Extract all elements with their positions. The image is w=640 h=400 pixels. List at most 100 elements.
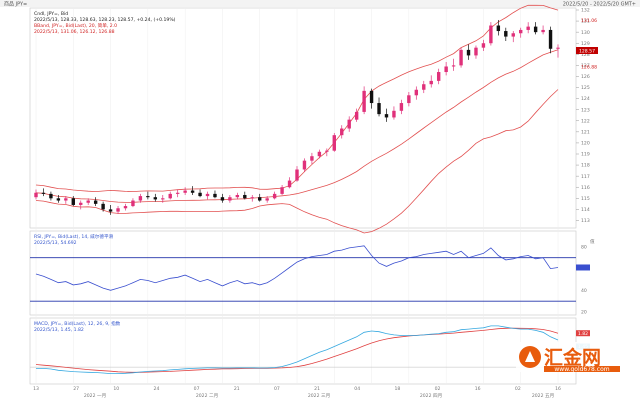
macd-panel <box>29 317 577 385</box>
x-axis-day-label: 16 <box>475 386 481 392</box>
info-line: 2022/5/13, 1.45, 1.82 <box>34 327 84 333</box>
candle-body <box>250 197 254 199</box>
candle-body <box>153 197 158 200</box>
price-axis-tick-label: 117 <box>581 174 590 180</box>
candle-body <box>436 72 441 81</box>
x-axis-month-label: 2022 二月 <box>196 393 218 399</box>
price-axis-tick-label: 127 <box>581 63 590 69</box>
price-axis-tick-label: 123 <box>581 107 590 113</box>
candle-body <box>377 103 381 115</box>
rsi-info: RSI, JPY=, Bid(Last), 14, 威尔德平滑2022/5/13… <box>34 233 114 246</box>
x-axis-month-label: 2022 三月 <box>308 393 330 399</box>
header-strip <box>0 0 640 7</box>
rsi-value-tag <box>576 264 590 271</box>
candle-body <box>228 197 232 201</box>
rsi-series <box>30 245 576 302</box>
rsi-axis-tick-label: 20 <box>581 310 587 316</box>
price-axis-tick-label: 119 <box>581 152 590 158</box>
x-axis-month-label: 2022 一月 <box>84 393 106 399</box>
candle-body <box>86 200 90 203</box>
candle-body <box>429 80 433 85</box>
candle-body <box>146 196 150 198</box>
macd-signal-line <box>35 327 559 373</box>
price-axis-tick-label: 126 <box>581 74 590 80</box>
x-axis-day-label: 02 <box>515 386 521 392</box>
macd-line <box>36 325 559 374</box>
bb-middle-line <box>35 49 559 203</box>
candle-body <box>340 128 344 136</box>
x-axis-month-label: 2022 四月 <box>420 393 442 399</box>
candle-body <box>325 150 329 152</box>
candle-body <box>49 193 53 199</box>
info-line: 2022/5/13, 54.692 <box>34 240 77 246</box>
candle-body <box>526 26 530 30</box>
candle-body <box>123 206 128 209</box>
macd-signal-value: 1.82 <box>578 331 588 337</box>
candle-body <box>108 209 113 212</box>
candle-body <box>541 29 545 33</box>
price-axis-tick-label: 118 <box>581 163 590 169</box>
x-axis-day-label: 21 <box>314 386 320 392</box>
x-axis-day-label: 04 <box>354 386 360 392</box>
candle-body <box>548 29 553 49</box>
candle-body <box>280 187 284 194</box>
candle-body <box>161 198 165 200</box>
candle-body <box>332 135 336 151</box>
x-axis-day-label: 18 <box>394 386 400 392</box>
candle-body <box>347 119 351 129</box>
candle-body <box>295 169 299 181</box>
candle-body <box>175 192 180 194</box>
candle-body <box>220 197 225 201</box>
candle-body <box>533 26 538 33</box>
rsi-axis-unit: 值 <box>590 238 595 245</box>
candle-body <box>265 198 269 201</box>
rsi-line <box>35 245 559 291</box>
candle-body <box>272 193 277 199</box>
grid <box>35 8 559 384</box>
candle-body <box>519 29 523 34</box>
price-axis-tick-label: 115 <box>581 196 590 202</box>
last-price-tag <box>576 47 598 54</box>
candle-body <box>56 198 61 201</box>
candle-body <box>407 95 411 104</box>
price-axis-tick-label: 132 <box>581 8 590 14</box>
x-axis-day-label: 10 <box>113 386 119 392</box>
x-axis-day-label: 13 <box>33 386 39 392</box>
candle-body <box>101 203 105 210</box>
price-axis-tick-label: 121 <box>581 129 590 135</box>
candle-body <box>183 190 187 193</box>
watermark-url: www.gold678.com <box>554 366 609 373</box>
candle-body <box>354 111 359 120</box>
x-axis-day-label: 16 <box>555 386 561 392</box>
price-axis-tick-label: 122 <box>581 118 590 124</box>
info-line: Cndl, JPY=, Bid <box>34 11 68 17</box>
watermark-url-bg <box>544 366 620 372</box>
candle-body <box>317 151 322 157</box>
candle-body <box>369 90 374 104</box>
price-axis-tick-label: 113 <box>581 218 590 224</box>
macd-signal-tag <box>576 330 590 337</box>
watermark-brand: 汇金网 <box>544 346 601 369</box>
candle-body <box>451 65 456 67</box>
header-left: 商品 JPY= <box>4 1 27 8</box>
candle-body <box>414 89 419 96</box>
last-price-label: 128.57 <box>579 49 595 55</box>
info-line: 2022/5/13, 131.06, 126.12, 126.88 <box>34 29 115 35</box>
candle-body <box>71 198 75 205</box>
candlesticks <box>34 19 560 215</box>
candle-body <box>556 47 560 49</box>
candle-body <box>362 90 366 112</box>
macd-info: MACD, JPY=, Bid(Last), 12, 26, 9, 指数2022… <box>34 320 121 333</box>
watermark-logo-mark-icon <box>525 351 535 362</box>
candle-body <box>213 193 217 198</box>
candle-body <box>384 114 389 118</box>
rsi-axis-tick-label: 40 <box>581 288 587 294</box>
x-axis-day-label: 02 <box>435 386 441 392</box>
candle-body <box>466 49 471 56</box>
candle-body <box>481 43 486 48</box>
price-axis-tick-label: 131 <box>581 19 590 25</box>
candle-body <box>496 25 501 32</box>
candle-body <box>190 190 195 193</box>
info-line: BBand, JPY=, Bid(Last), 20, 简单, 2.0 <box>34 22 117 29</box>
